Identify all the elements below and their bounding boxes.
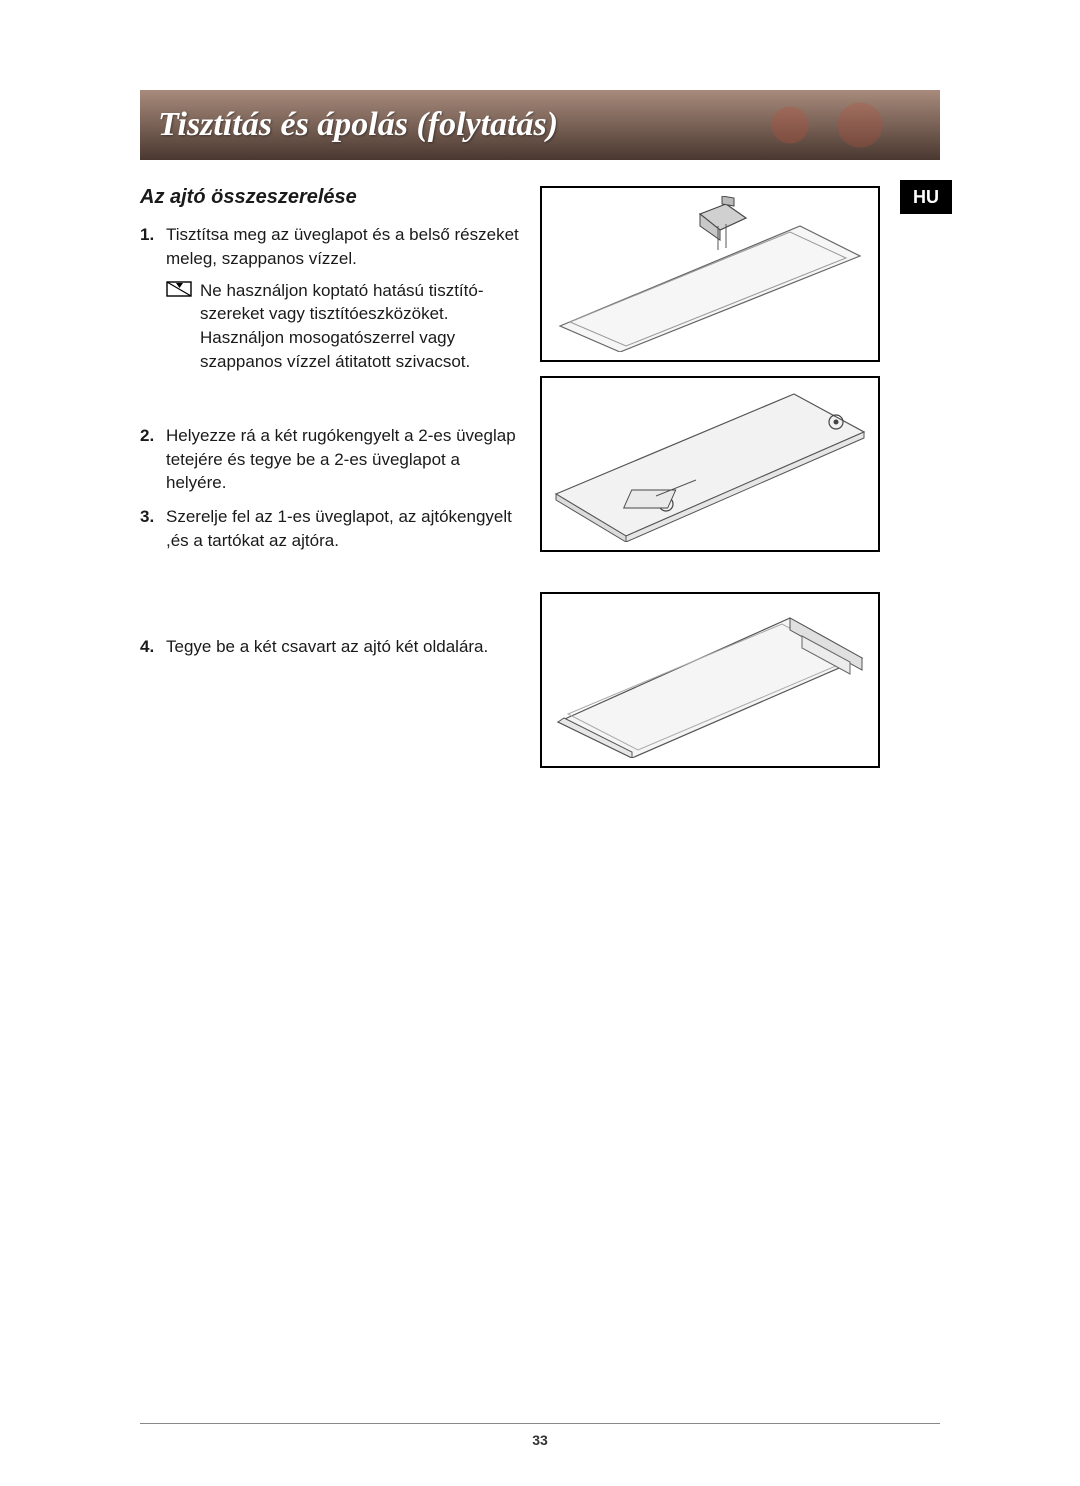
- title-banner: Tisztítás és ápolás (folytatás): [140, 90, 940, 160]
- step-3: 3. Szerelje fel az 1-es üveglapot, az aj…: [140, 505, 520, 553]
- text-column: Az ajtó összeszerelése 1. Tisztítsa meg …: [140, 186, 520, 665]
- spacer: [140, 591, 520, 635]
- note-icon: [166, 279, 200, 374]
- page-number: 33: [0, 1432, 1080, 1448]
- step-2: 2. Helyezze rá a két rugókengyelt a 2-es…: [140, 424, 520, 495]
- figure-side-screws: [540, 592, 880, 768]
- note-text: Ne használjon koptató hatású tisztító­sz…: [200, 279, 520, 374]
- step-number: 3.: [140, 505, 166, 553]
- figure-glass-bracket: [540, 376, 880, 552]
- step-text: Helyezze rá a két rugókengyelt a 2-es üv…: [166, 424, 520, 495]
- step-4: 4. Tegye be a két csavart az ajtó két ol…: [140, 635, 520, 659]
- step-number: 2.: [140, 424, 166, 495]
- figure-hinge-clip: [540, 186, 880, 362]
- step-1: 1. Tisztítsa meg az üveglapot és a belső…: [140, 223, 520, 271]
- subheading: Az ajtó összeszerelése: [140, 186, 520, 209]
- content-row: Az ajtó összeszerelése 1. Tisztítsa meg …: [140, 186, 940, 782]
- step-number: 1.: [140, 223, 166, 271]
- note: Ne használjon koptató hatású tisztító­sz…: [166, 279, 520, 374]
- step-number: 4.: [140, 635, 166, 659]
- footer-rule: [140, 1423, 940, 1424]
- page: Tisztítás és ápolás (folytatás) Az ajtó …: [0, 0, 1080, 1486]
- step-text: Tegye be a két csavart az ajtó két oldal…: [166, 635, 520, 659]
- figure-column: HU: [540, 186, 890, 782]
- step-text: Szerelje fel az 1-es üveglapot, az ajtók…: [166, 505, 520, 553]
- language-badge: HU: [900, 180, 952, 214]
- step-text: Tisztítsa meg az üveglapot és a belső ré…: [166, 223, 520, 271]
- page-title: Tisztítás és ápolás (folytatás): [158, 106, 558, 144]
- spacer: [140, 396, 520, 424]
